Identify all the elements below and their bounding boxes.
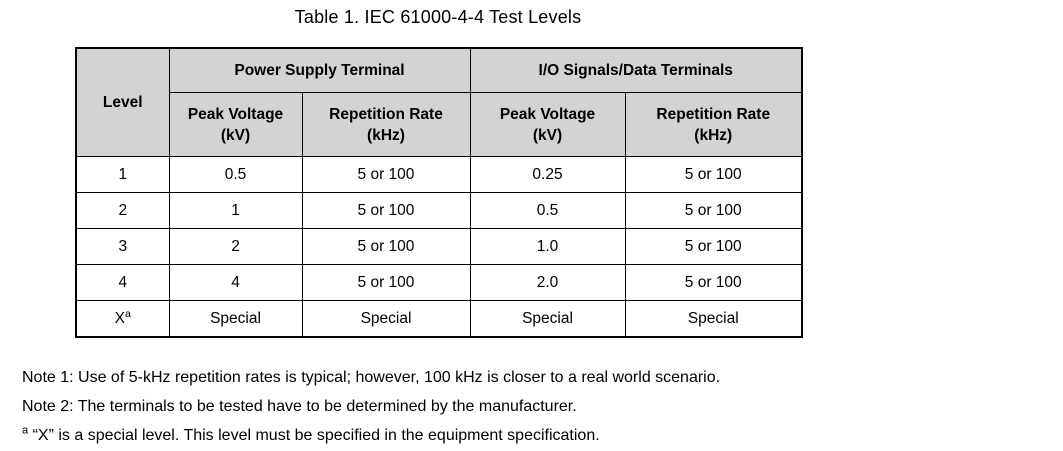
table-group-header-row: Level Power Supply Terminal I/O Signals/… [75, 47, 803, 157]
cell-ps-repetition-rate: Special [301, 300, 471, 338]
cell-io-peak-voltage: 0.25 [469, 156, 626, 193]
cell-level: 1 [75, 156, 170, 193]
header-ps-repetition-rate-line1: Repetition Rate [329, 105, 443, 123]
cell-io-repetition-rate: 5 or 100 [624, 228, 803, 265]
header-io-peak-voltage: Peak Voltage (kV) [469, 92, 626, 157]
table-row: 1 0.5 5 or 100 0.25 5 or 100 [75, 156, 803, 193]
header-io-repetition-rate-line1: Repetition Rate [656, 105, 771, 123]
level-x-label: X [114, 310, 125, 328]
cell-ps-repetition-rate: 5 or 100 [301, 264, 471, 301]
header-io-peak-voltage-line1: Peak Voltage [499, 105, 596, 123]
cell-ps-peak-voltage: 2 [168, 228, 303, 265]
header-ps-peak-voltage-line1: Peak Voltage [187, 105, 284, 123]
notes-block: Note 1: Use of 5-kHz repetition rates is… [22, 363, 720, 450]
cell-level-x: Xa [75, 300, 170, 338]
header-ps-peak-voltage-line2: (kV) [220, 126, 251, 144]
cell-level: 2 [75, 192, 170, 229]
test-levels-table: Level Power Supply Terminal I/O Signals/… [75, 47, 803, 338]
header-io-repetition-rate: Repetition Rate (kHz) [624, 92, 803, 157]
table-row: 3 2 5 or 100 1.0 5 or 100 [75, 228, 803, 265]
table-row: Xa Special Special Special Special [75, 300, 803, 338]
footnote-a: a “X” is a special level. This level mus… [22, 421, 720, 450]
table-row: 4 4 5 or 100 2.0 5 or 100 [75, 264, 803, 301]
cell-io-repetition-rate: 5 or 100 [624, 156, 803, 193]
cell-ps-peak-voltage: Special [168, 300, 303, 338]
cell-ps-peak-voltage: 0.5 [168, 156, 303, 193]
header-level: Level [75, 47, 170, 157]
header-io-repetition-rate-line2: (kHz) [694, 126, 733, 144]
cell-io-peak-voltage: Special [469, 300, 626, 338]
note-2: Note 2: The terminals to be tested have … [22, 398, 577, 415]
cell-io-peak-voltage: 2.0 [469, 264, 626, 301]
note-1: Note 1: Use of 5-kHz repetition rates is… [22, 369, 721, 386]
header-ps-repetition-rate: Repetition Rate (kHz) [301, 92, 471, 157]
cell-level: 4 [75, 264, 170, 301]
footnote-superscript: a [22, 424, 29, 437]
header-ps-repetition-rate-line2: (kHz) [367, 126, 405, 144]
cell-ps-peak-voltage: 4 [168, 264, 303, 301]
header-io-signals-data-terminals: I/O Signals/Data Terminals [469, 47, 803, 93]
cell-ps-repetition-rate: 5 or 100 [301, 192, 471, 229]
footnote-text: “X” is a special level. This level must … [32, 427, 600, 444]
header-power-supply-terminal: Power Supply Terminal [168, 47, 471, 93]
cell-io-repetition-rate: Special [624, 300, 803, 338]
cell-ps-peak-voltage: 1 [168, 192, 303, 229]
cell-level: 3 [75, 228, 170, 265]
header-ps-peak-voltage: Peak Voltage (kV) [168, 92, 303, 157]
header-io-peak-voltage-line2: (kV) [532, 126, 563, 144]
cell-io-repetition-rate: 5 or 100 [624, 192, 803, 229]
level-x-superscript: a [125, 308, 131, 321]
cell-io-peak-voltage: 0.5 [469, 192, 626, 229]
cell-ps-repetition-rate: 5 or 100 [301, 228, 471, 265]
cell-io-peak-voltage: 1.0 [469, 228, 626, 265]
cell-ps-repetition-rate: 5 or 100 [301, 156, 471, 193]
table-sub-header-row: Peak Voltage (kV) Repetition Rate (kHz) … [76, 92, 803, 157]
cell-io-repetition-rate: 5 or 100 [624, 264, 803, 301]
table-row: 2 1 5 or 100 0.5 5 or 100 [75, 192, 803, 229]
table-title: Table 1. IEC 61000-4-4 Test Levels [294, 7, 582, 27]
